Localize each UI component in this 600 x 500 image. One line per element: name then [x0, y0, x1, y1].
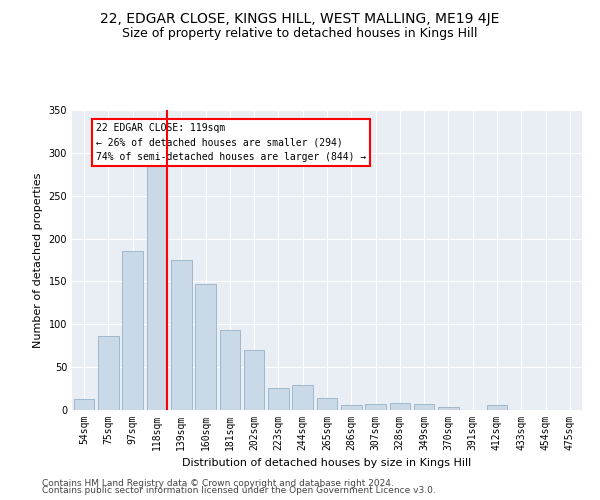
Bar: [146, 162, 167, 410]
Bar: [414, 404, 434, 410]
Bar: [389, 403, 410, 410]
Bar: [122, 252, 143, 410]
Bar: [268, 388, 289, 410]
Bar: [195, 284, 216, 410]
Text: 22, EDGAR CLOSE, KINGS HILL, WEST MALLING, ME19 4JE: 22, EDGAR CLOSE, KINGS HILL, WEST MALLIN…: [100, 12, 500, 26]
Bar: [341, 405, 362, 410]
Bar: [171, 260, 191, 410]
Bar: [438, 408, 459, 410]
Bar: [292, 385, 313, 410]
X-axis label: Distribution of detached houses by size in Kings Hill: Distribution of detached houses by size …: [182, 458, 472, 468]
Bar: [244, 350, 265, 410]
Bar: [317, 398, 337, 410]
Y-axis label: Number of detached properties: Number of detached properties: [33, 172, 43, 348]
Text: Contains public sector information licensed under the Open Government Licence v3: Contains public sector information licen…: [42, 486, 436, 495]
Bar: [74, 399, 94, 410]
Bar: [487, 405, 508, 410]
Bar: [365, 404, 386, 410]
Text: 22 EDGAR CLOSE: 119sqm
← 26% of detached houses are smaller (294)
74% of semi-de: 22 EDGAR CLOSE: 119sqm ← 26% of detached…: [96, 123, 367, 162]
Text: Contains HM Land Registry data © Crown copyright and database right 2024.: Contains HM Land Registry data © Crown c…: [42, 478, 394, 488]
Bar: [220, 330, 240, 410]
Text: Size of property relative to detached houses in Kings Hill: Size of property relative to detached ho…: [122, 28, 478, 40]
Bar: [98, 336, 119, 410]
